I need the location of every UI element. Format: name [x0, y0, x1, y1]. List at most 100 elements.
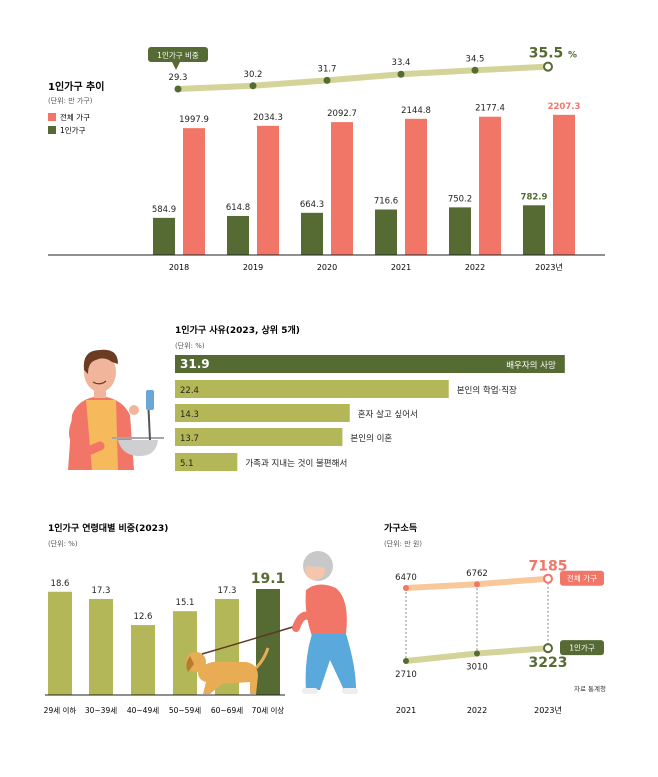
value-total-0: 1997.9: [179, 115, 209, 125]
reason-value-2: 14.3: [180, 410, 199, 420]
age-label-3: 50~59세: [169, 706, 201, 715]
households-bars: 584.9 1997.9 2018 614.8 2034.3 2019 664.3 2092.…: [152, 102, 581, 272]
income-total-value-2: 7185: [529, 559, 568, 575]
reasons-bars: 31.9 배우자의 사망 22.4 본인의 학업·직장 14.3 혼자 살고 싶어서 13.…: [175, 355, 565, 471]
income-single-tag-label: 1인가구: [569, 643, 595, 653]
reason-bar-0: [175, 355, 565, 373]
income-total-value-0: 6470: [395, 573, 417, 583]
age-bar-0: [48, 591, 72, 695]
age-section: 1인가구 연령대별 비중(2023) (단위: %) 18.6 29세 이하 17.…: [44, 522, 358, 715]
year-label-5: 2023년: [535, 262, 563, 272]
income-single-value-2: 3223: [529, 655, 568, 671]
reason-bar-3: [175, 428, 343, 446]
income-single-value-1: 3010: [466, 663, 488, 673]
ratio-unit: %: [568, 51, 577, 61]
value-total-4: 2177.4: [475, 104, 505, 114]
value-single-4: 750.2: [448, 194, 472, 204]
bar-single-4: [449, 207, 471, 255]
legend-single-swatch: [48, 126, 56, 134]
value-total-3: 2144.8: [401, 106, 431, 116]
ratio-value-2: 31.7: [318, 64, 337, 74]
value-single-0: 584.9: [152, 205, 176, 215]
ratio-value-4: 34.5: [466, 54, 485, 64]
income-total-point-2: [543, 573, 553, 584]
year-label-2: 2020: [317, 263, 337, 272]
ratio-tag-pointer: [172, 62, 180, 70]
income-year-label-2: 2023년: [534, 705, 562, 715]
year-label-1: 2019: [243, 263, 263, 272]
income-total-point-0: [403, 585, 409, 591]
bar-total-1: [257, 125, 279, 255]
ratio-value-5: 35.5: [529, 46, 564, 62]
ratio-tag-label: 1인가구 비중: [157, 50, 199, 60]
value-single-3: 716.6: [374, 196, 398, 206]
income-line-chart: 6470 6762 7185 2710 3010 3223 전체 가구 1인가구 2021 202…: [395, 559, 604, 715]
bar-single-3: [375, 209, 397, 255]
ratio-value-3: 33.4: [392, 58, 411, 68]
age-value-2: 12.6: [134, 612, 153, 622]
reason-label-2: 혼자 살고 싶어서: [358, 409, 418, 420]
ratio-point-1: [249, 82, 257, 90]
bar-total-2: [331, 122, 353, 255]
value-total-2: 2092.7: [327, 109, 357, 119]
age-title: 1인가구 연령대별 비중(2023): [48, 522, 168, 534]
age-label-4: 60~69세: [211, 706, 243, 715]
ratio-point-0: [174, 85, 182, 93]
age-label-0: 29세 이하: [44, 705, 77, 715]
ratio-point-5: [543, 61, 553, 72]
income-year-label-0: 2021: [396, 706, 416, 715]
bar-single-2: [301, 212, 323, 255]
value-single-5: 782.9: [521, 192, 548, 202]
income-total-point-1: [474, 581, 480, 588]
ratio-value-0: 29.3: [169, 73, 188, 83]
age-label-2: 40~49세: [127, 706, 159, 715]
bar-total-4: [479, 116, 501, 255]
legend-single-label: 1인가구: [60, 125, 86, 135]
households-unit: (단위: 만 가구): [48, 96, 93, 105]
legend-total-label: 전체 가구: [60, 112, 90, 122]
reason-value-1: 22.4: [180, 386, 199, 396]
bar-single-0: [153, 217, 175, 255]
legend-total-swatch: [48, 113, 56, 121]
reasons-section: 1인가구 사유(2023, 상위 5개) (단위: %) 31.9 배우자의 사망…: [68, 324, 565, 471]
source-note: 자료 통계청: [574, 684, 606, 693]
income-single-point-2: [543, 643, 553, 654]
age-label-5: 70세 이상: [252, 705, 285, 715]
ratio-line: [175, 63, 551, 92]
dog-illustration: [186, 625, 297, 694]
reason-label-0: 배우자의 사망: [506, 360, 556, 371]
reasons-title: 1인가구 사유(2023, 상위 5개): [175, 324, 300, 336]
income-year-label-1: 2022: [467, 706, 487, 715]
age-value-1: 17.3: [92, 586, 111, 596]
year-label-4: 2022: [465, 263, 485, 272]
age-bar-5: [256, 588, 280, 695]
reason-label-1: 본인의 학업·직장: [457, 385, 517, 396]
age-value-4: 17.3: [218, 586, 237, 596]
reason-bar-2: [175, 404, 350, 422]
person-cooking-illustration: [68, 349, 164, 470]
income-single-value-0: 2710: [395, 670, 417, 680]
value-total-5: 2207.3: [548, 102, 581, 112]
ratio-tag: [148, 47, 208, 62]
income-single-tag: [560, 640, 604, 656]
income-section: 가구소득 (단위: 만 원) 6470 6762 7185 2710 3010 3223 전…: [384, 522, 606, 715]
income-total-tag-label: 전체 가구: [567, 573, 597, 583]
age-value-0: 18.6: [51, 579, 70, 589]
ratio-point-4: [471, 66, 479, 74]
reason-value-0: 31.9: [180, 357, 210, 371]
bar-single-5: [523, 205, 545, 255]
age-bar-1: [89, 598, 113, 695]
ratio-point-2: [323, 76, 331, 84]
age-label-1: 30~39세: [85, 706, 117, 715]
value-single-1: 614.8: [226, 203, 250, 213]
age-bar-2: [131, 625, 155, 695]
elderly-woman-illustration: [292, 551, 358, 694]
ratio-line-chart: 29.3 30.2 31.7 33.4 34.5 35.5%: [169, 46, 577, 93]
reason-label-4: 가족과 지내는 것이 불편해서: [245, 458, 347, 469]
bar-total-0: [183, 128, 205, 255]
bar-total-5: [553, 114, 575, 255]
bar-total-3: [405, 118, 427, 255]
ratio-point-3: [397, 70, 405, 78]
